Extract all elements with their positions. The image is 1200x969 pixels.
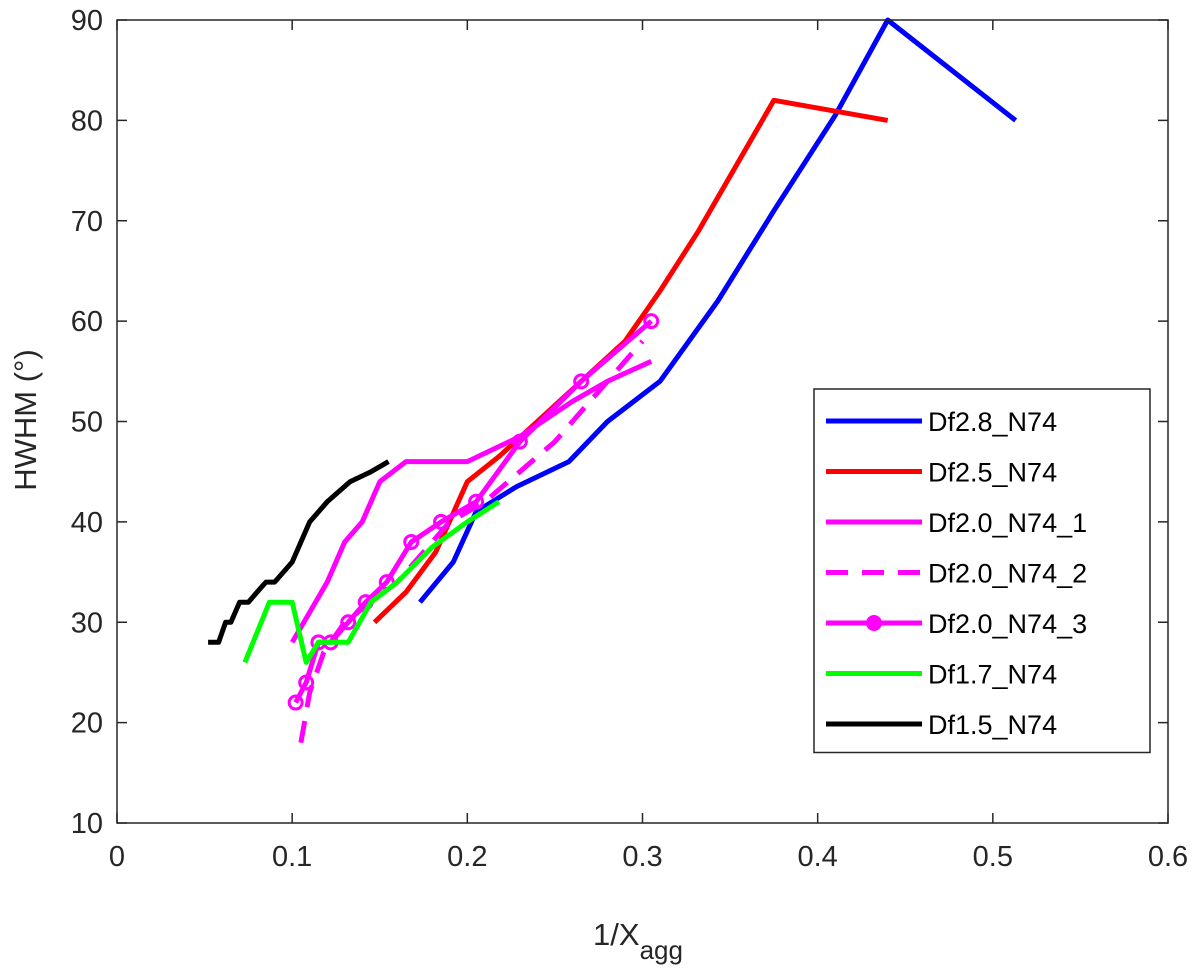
y-tick-label: 10 (71, 808, 103, 840)
series-marker (298, 674, 315, 691)
legend-label: Df2.0_N74_2 (928, 559, 1087, 589)
legend-label: Df2.8_N74 (928, 407, 1057, 437)
axes: 0 0.1 0.2 0.3 0.4 0.5 0.6 10 20 30 40 50 60 70 80 90 1… (8, 5, 1188, 965)
x-tick-label: 0.5 (973, 841, 1013, 873)
series-marker (468, 493, 485, 510)
x-axis-label-subscript: agg (640, 935, 683, 965)
y-axis-label: HWHM (°) (8, 349, 43, 491)
legend-label: Df2.5_N74 (928, 458, 1057, 488)
y-tick-label: 70 (71, 206, 103, 238)
legend-label: Df2.0_N74_1 (928, 508, 1087, 538)
legend-label: Df2.0_N74_3 (928, 609, 1087, 639)
series-marker (287, 694, 304, 711)
series-line-df1-5-n74 (208, 459, 390, 645)
y-axis-ticks: 10 20 30 40 50 60 70 80 90 (71, 5, 1168, 840)
y-tick-label: 30 (71, 607, 103, 639)
legend-label: Df1.7_N74 (928, 660, 1057, 690)
legend-marker (866, 615, 882, 631)
plot-area (208, 17, 1018, 744)
series-marker (573, 373, 590, 390)
series-marker (403, 533, 420, 550)
y-tick-label: 60 (71, 306, 103, 338)
x-tick-label: 0.2 (447, 841, 487, 873)
legend-label: Df1.5_N74 (928, 710, 1057, 740)
y-tick-label: 80 (71, 105, 103, 137)
y-tick-label: 40 (71, 507, 103, 539)
x-tick-label: 0.1 (272, 841, 312, 873)
y-tick-label: 20 (71, 708, 103, 740)
y-tick-label: 90 (71, 5, 103, 37)
series-marker (433, 513, 450, 530)
axes-box (116, 19, 1169, 824)
legend: Df2.8_N74 Df2.5_N74 Df2.0_N74_1 Df2.0_N74_2… (813, 388, 1151, 754)
series-marker (643, 313, 660, 330)
series-line-df2-0-n74-1 (290, 359, 653, 644)
x-axis-label: 1/Xagg (593, 917, 683, 965)
x-tick-label: 0.3 (622, 841, 662, 873)
x-tick-label: 0 (109, 841, 125, 873)
y-tick-label: 50 (71, 407, 103, 439)
series-line-df1-7-n74 (242, 499, 501, 665)
series-marker (340, 614, 357, 631)
series-line-df2-0-n74-2 (298, 339, 645, 744)
x-axis-ticks: 0 0.1 0.2 0.3 0.4 0.5 0.6 (109, 20, 1188, 873)
x-tick-label: 0.6 (1148, 841, 1188, 873)
x-tick-label: 0.4 (798, 841, 838, 873)
x-axis-label-main: 1/X (593, 917, 640, 952)
series-marker (511, 433, 528, 450)
